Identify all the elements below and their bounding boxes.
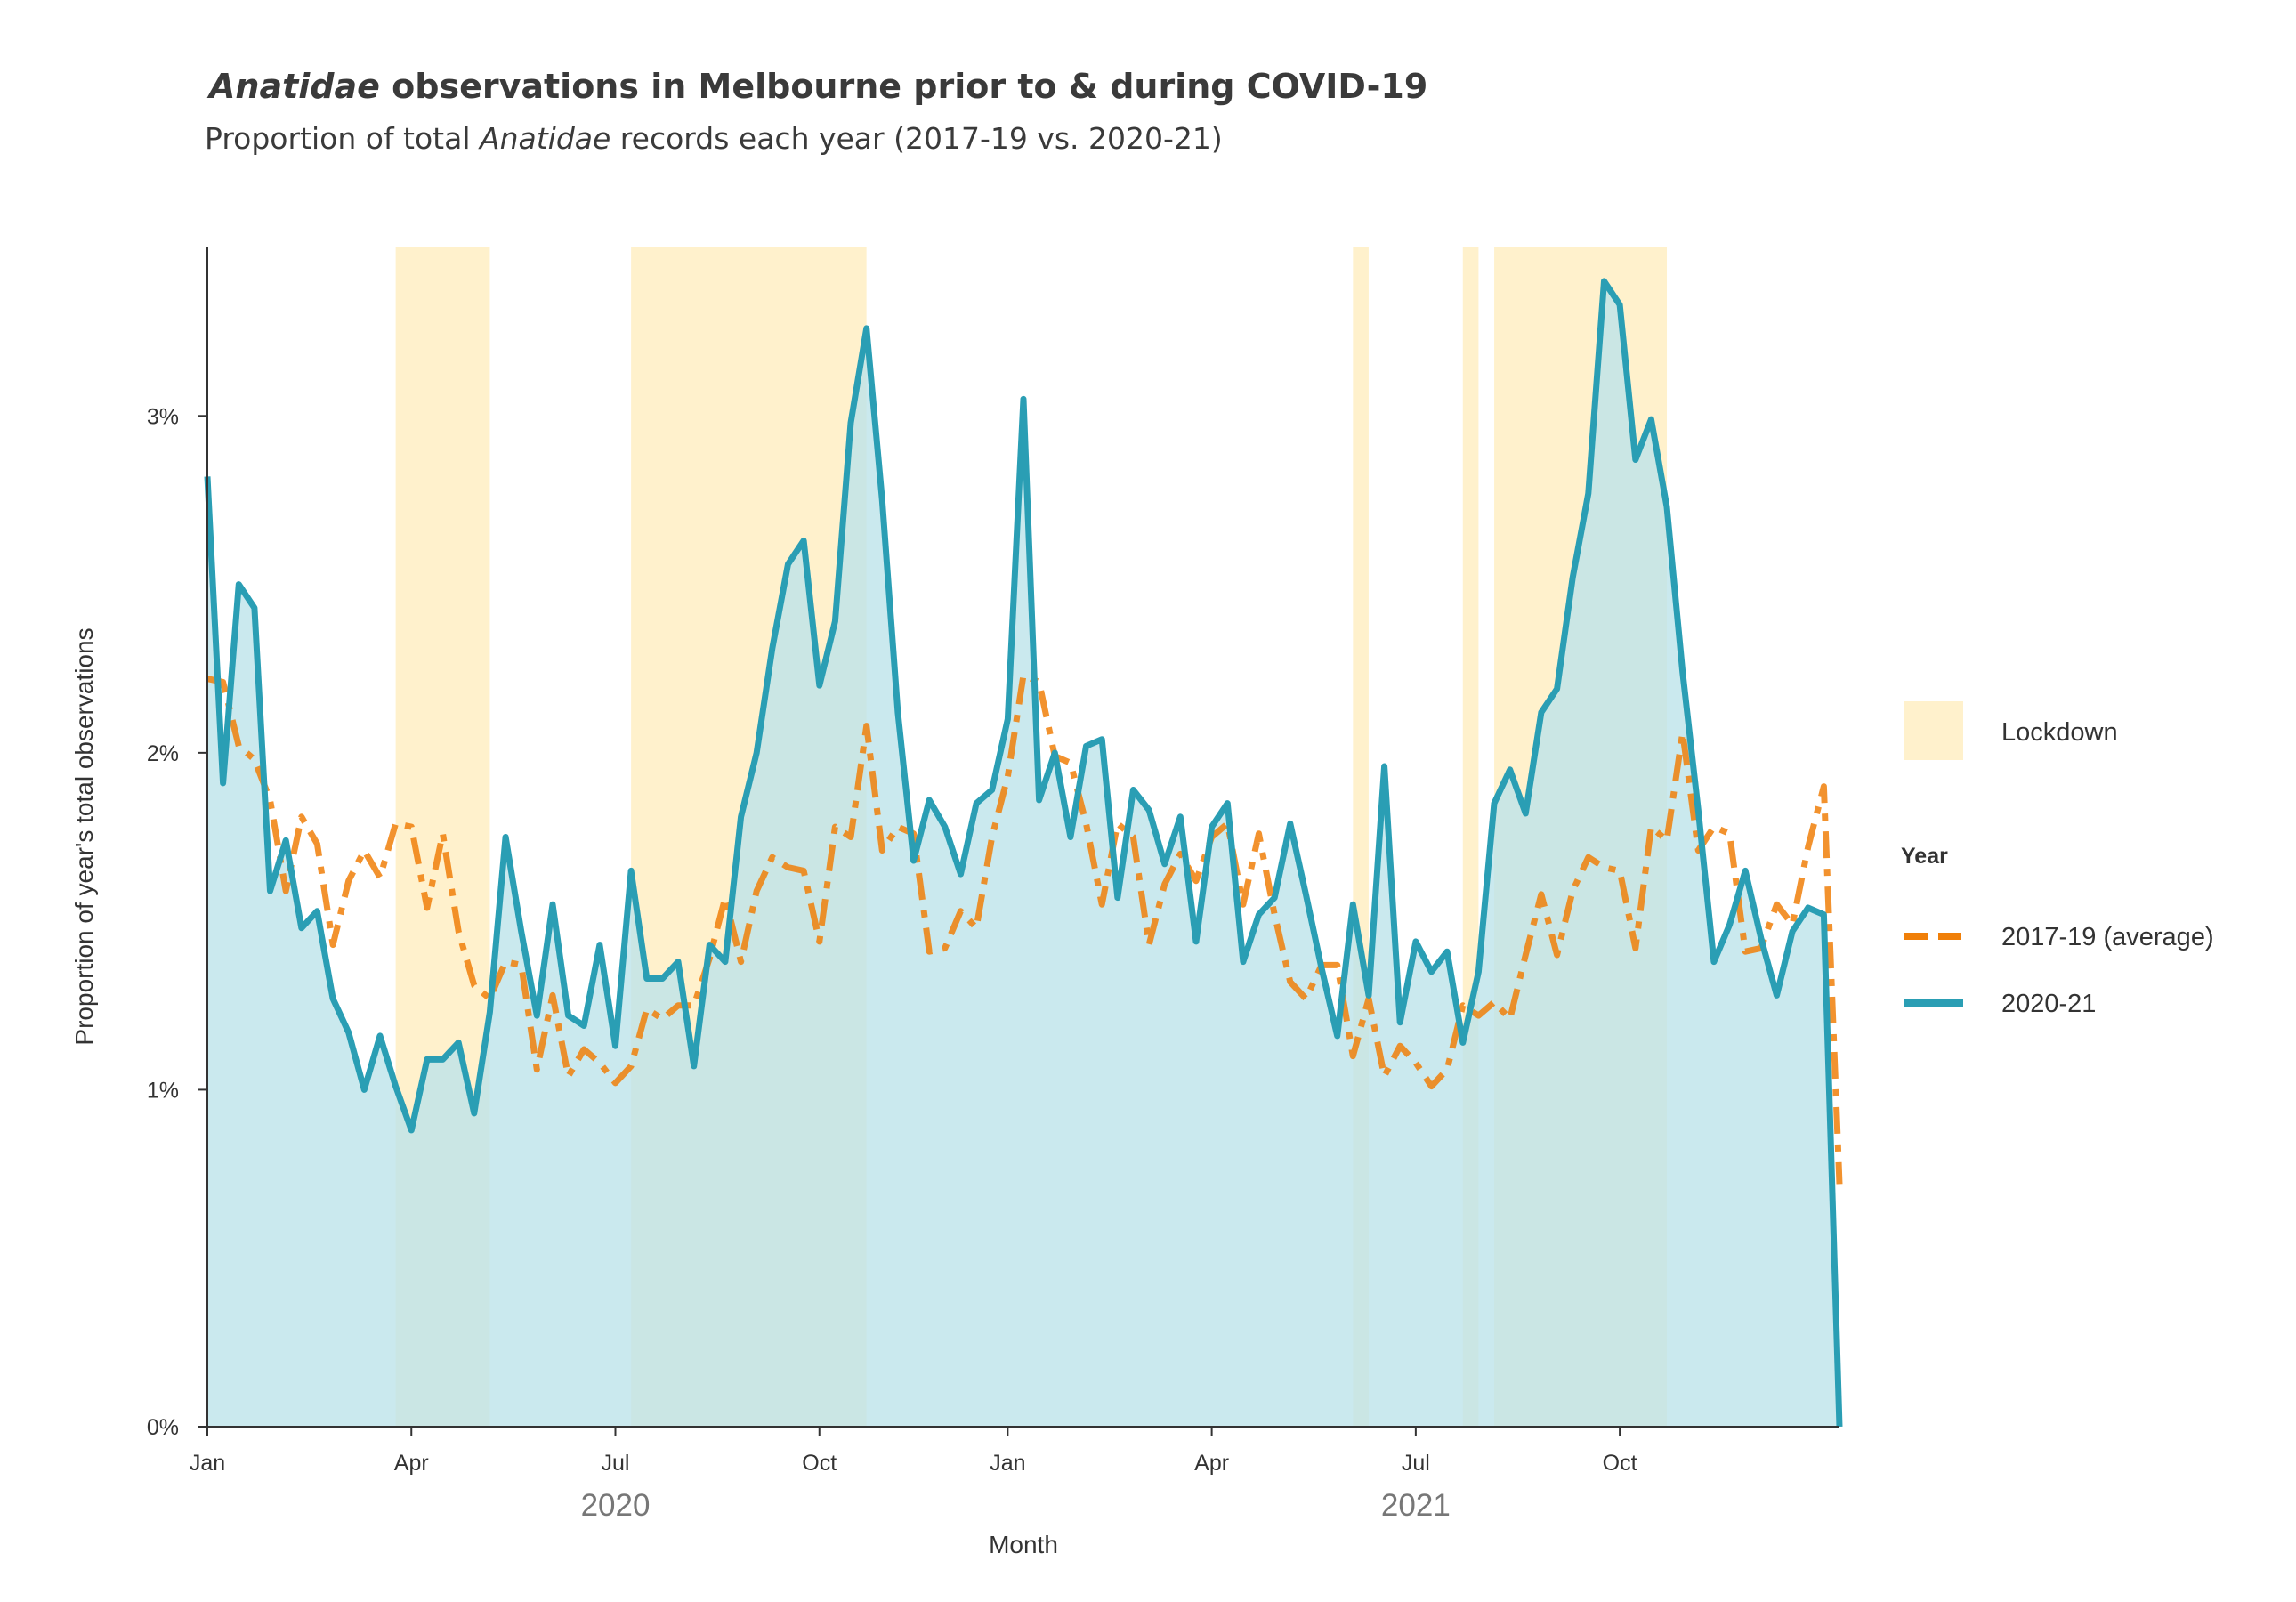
line-layer [204, 278, 1843, 1428]
x-tick-label-2: Jul [602, 1451, 630, 1476]
x-tick-label-1: Apr [394, 1451, 429, 1476]
chart-title-italic: Anatidae [206, 67, 380, 106]
year-label-1: 2021 [1381, 1488, 1451, 1523]
y-tick-label-3: 3% [147, 404, 179, 429]
area-layer [207, 280, 1839, 1427]
legend-title: Year [1901, 844, 1948, 869]
legend-lockdown-label: Lockdown [2001, 718, 2118, 747]
chart-title-rest: observations in Melbourne prior to & dur… [380, 67, 1427, 106]
legend-2020-label: 2020-21 [2001, 990, 2096, 1018]
year-label-0: 2020 [581, 1488, 651, 1523]
y-tick-label-1: 1% [147, 1078, 179, 1103]
chart-subtitle-italic: Anatidae [478, 121, 610, 156]
y-tick-label-0: 0% [147, 1415, 179, 1440]
x-tick-layer: Jan Apr Jul Oct Jan Apr Jul Oct 2020 2021 [190, 1427, 1637, 1523]
y-tick-layer: 0% 1% 2% 3% [147, 404, 207, 1440]
x-tick-label-3: Oct [802, 1451, 837, 1476]
series-2020-21-area [207, 280, 1839, 1427]
chart-subtitle-part1: Proportion of total [205, 121, 480, 156]
legend-avg-label: 2017-19 (average) [2001, 923, 2214, 951]
x-tick-label-5: Apr [1194, 1451, 1229, 1476]
legend-lockdown-swatch [1904, 701, 1963, 760]
series-2017-19-line [206, 672, 1843, 1185]
chart-title: Anatidae observations in Melbourne prior… [206, 67, 1427, 106]
chart-subtitle-part3: records each year (2017-19 vs. 2020-21) [610, 121, 1222, 156]
legend: Lockdown Year 2017-19 (average) 2020-21 [1901, 701, 2214, 1018]
chart-subtitle: Proportion of total Anatidae records eac… [205, 121, 1223, 156]
y-axis-title: Proportion of year's total observations [70, 627, 98, 1045]
y-tick-label-2: 2% [147, 741, 179, 766]
series-2020-21-line [204, 278, 1843, 1428]
x-tick-label-0: Jan [190, 1451, 225, 1476]
x-axis-title: Month [989, 1531, 1058, 1558]
x-tick-label-6: Jul [1402, 1451, 1430, 1476]
x-tick-label-7: Oct [1603, 1451, 1637, 1476]
x-tick-label-4: Jan [990, 1451, 1025, 1476]
